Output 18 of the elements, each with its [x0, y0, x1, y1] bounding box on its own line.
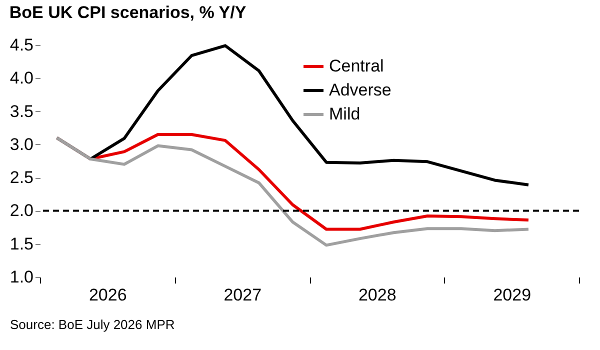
x-tick-label: 2026 — [88, 286, 127, 304]
source-note: Source: BoE July 2026 MPR — [10, 317, 175, 332]
chart-title: BoE UK CPI scenarios, % Y/Y — [9, 3, 247, 22]
legend-label: Adverse — [329, 80, 392, 100]
y-tick-label: 4.0 — [10, 68, 34, 88]
x-tick-label: 2028 — [358, 286, 396, 304]
legend-label: Central — [329, 56, 384, 76]
x-tick-label: 2029 — [493, 286, 532, 304]
y-tick-label: 4.5 — [10, 36, 34, 54]
y-tick-label: 3.5 — [10, 102, 34, 121]
legend-label: Mild — [329, 104, 360, 124]
y-tick-label: 2.5 — [10, 168, 34, 188]
line-series — [55, 136, 530, 247]
y-tick-label: 1.5 — [10, 234, 34, 254]
y-tick-label: 3.0 — [10, 134, 34, 154]
y-tick-label: 1.0 — [10, 268, 34, 286]
y-tick-label: 2.0 — [10, 201, 34, 220]
x-tick-label: 2027 — [224, 286, 262, 304]
